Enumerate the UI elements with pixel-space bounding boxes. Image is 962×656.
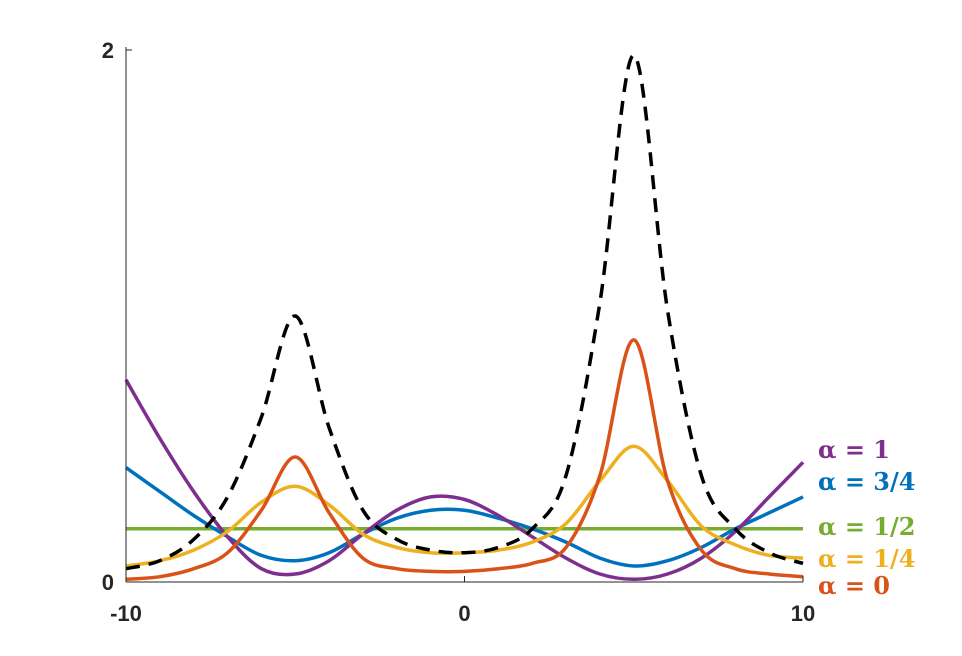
series-line-alpha-0 (125, 338, 804, 582)
x-tick-label: 0 (458, 601, 470, 626)
series-layer (124, 53, 805, 582)
series-line-dashed (125, 53, 804, 571)
legend-label-alpha-3-4: α = 3/4 (818, 467, 915, 496)
y-tick-label: 0 (102, 570, 114, 595)
legend-label-alpha-1-2: α = 1/2 (818, 512, 915, 541)
legend-label-alpha-1: α = 1 (818, 435, 890, 464)
y-tick-label: 2 (102, 38, 114, 63)
legend-label-alpha-0: α = 0 (818, 571, 890, 600)
legend-layer: α = 1 α = 3/4 α = 1/2 α = 1/4α = 0 (818, 435, 915, 600)
legend-label-alpha-1-4: α = 1/4 (818, 544, 915, 573)
x-tick-label: 10 (791, 601, 815, 626)
tick-layer: -10 0 10 0 2 (102, 38, 815, 626)
x-tick-label: -10 (110, 601, 142, 626)
